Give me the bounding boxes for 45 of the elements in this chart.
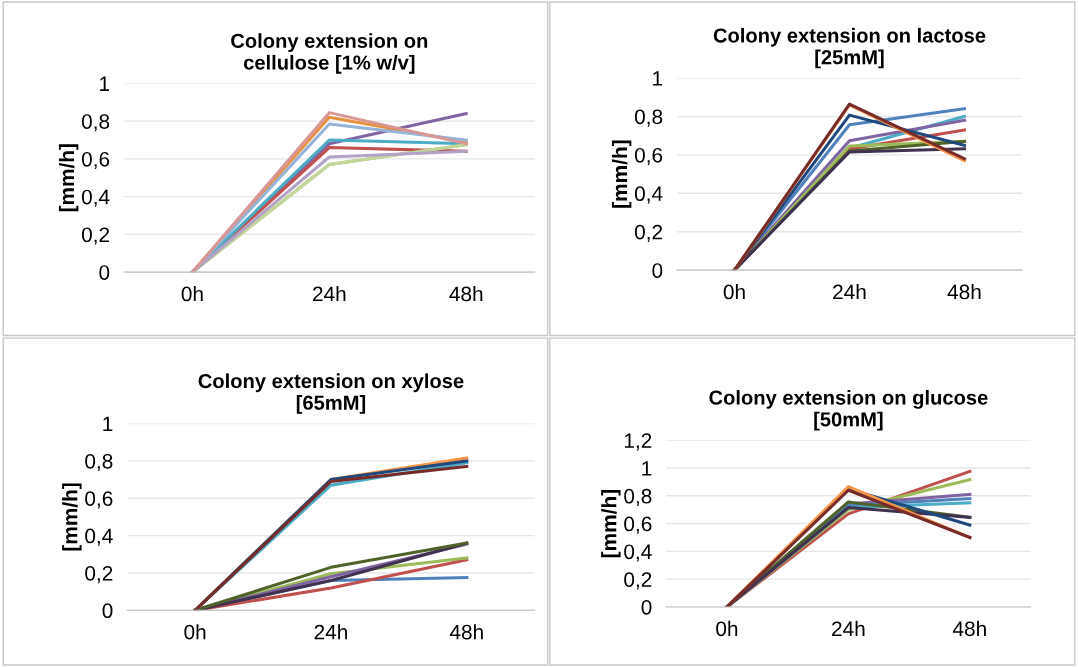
chart-title: Colony extension on glucose [50mM]: [709, 389, 988, 431]
y-tick-label: 0,6: [634, 147, 663, 166]
y-tick-label: 0,2: [634, 224, 663, 242]
y-tick-label: 0,6: [81, 151, 110, 170]
x-tick-label: 48h: [449, 286, 483, 302]
y-axis-title: [mm/h]: [58, 144, 79, 212]
chart-title: Colony extension on xylose [65mM]: [198, 373, 464, 414]
x-tick-label: 24h: [833, 284, 866, 300]
y-axis-title: [mm/h]: [601, 490, 621, 558]
y-tick-label: 0,2: [81, 227, 110, 245]
y-tick-label: 1: [103, 416, 113, 432]
x-tick-label: 24h: [832, 620, 865, 636]
y-tick-label: 1: [642, 461, 652, 476]
y-tick-label: 0,8: [634, 109, 663, 127]
y-axis-title: [mm/h]: [611, 140, 632, 208]
y-tick-label: 0,4: [634, 186, 663, 204]
y-tick-label: 0,8: [81, 114, 110, 132]
y-tick-label: 0,8: [624, 488, 652, 507]
x-tick-label: 0h: [716, 620, 738, 637]
x-tick-label: 48h: [947, 284, 981, 300]
x-tick-label: 48h: [449, 624, 483, 640]
y-tick-label: 0,4: [624, 544, 652, 562]
y-tick-label: 0,6: [624, 516, 652, 534]
y-tick-label: 0: [102, 603, 113, 619]
y-axis-title: [mm/h]: [62, 483, 82, 551]
x-tick-label: 0h: [184, 624, 206, 640]
y-tick-label: 0,4: [85, 528, 113, 546]
y-tick-label: 0,2: [85, 565, 113, 584]
x-tick-label: 24h: [313, 286, 346, 302]
x-tick-label: 0h: [723, 284, 745, 300]
y-tick-label: 1: [653, 71, 663, 86]
y-tick-label: 0: [641, 599, 652, 615]
y-tick-label: 0,2: [624, 572, 652, 590]
y-tick-label: 1,2: [624, 433, 652, 451]
chart-title: Colony extension on lactose [25mM]: [713, 27, 986, 69]
y-tick-label: 0: [652, 263, 663, 278]
x-tick-label: 0h: [181, 286, 203, 302]
chart-title: Colony extension on cellulose [1% w/v]: [231, 33, 428, 74]
y-tick-label: 0,8: [85, 453, 113, 472]
y-tick-label: 0,4: [81, 189, 110, 207]
x-tick-label: 48h: [952, 620, 986, 637]
y-tick-label: 1: [100, 76, 110, 91]
y-tick-label: 0,6: [85, 491, 113, 509]
x-tick-label: 24h: [314, 624, 347, 640]
y-tick-label: 0: [99, 265, 110, 280]
